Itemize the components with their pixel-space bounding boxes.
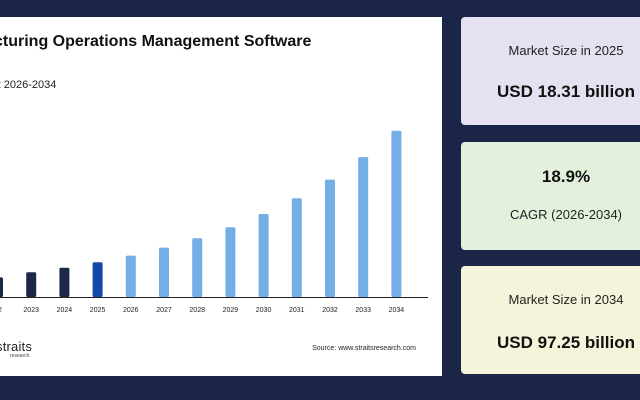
bar-2024 <box>59 267 70 297</box>
bar-2034 <box>391 130 402 297</box>
x-tick-label: 2030 <box>256 307 272 314</box>
stat-value: 18.9% <box>541 167 591 186</box>
bar-2028 <box>192 238 203 297</box>
bar-2029 <box>225 227 236 297</box>
bar-2033 <box>358 157 369 297</box>
bar-2025 <box>92 262 103 297</box>
bar-2030 <box>258 213 269 297</box>
stat-label: CAGR (2026-2034) <box>510 207 622 222</box>
x-tick-label: 2025 <box>90 307 106 314</box>
x-tick-label: 2023 <box>23 307 39 314</box>
x-tick-label: 2028 <box>189 307 205 314</box>
x-tick-label: 2024 <box>57 307 73 314</box>
bar-22 <box>0 277 3 297</box>
x-tick-label: 2032 <box>322 307 338 314</box>
bar-2031 <box>291 198 302 297</box>
x-tick-label: 22 <box>0 307 2 314</box>
stat-value: USD 97.25 billion <box>497 333 635 352</box>
logo-subtext: research <box>10 353 30 359</box>
chart-title-line1: ufacturing Operations Management Softwar… <box>0 33 312 50</box>
x-tick-label: 2034 <box>389 307 405 314</box>
source-text: Source: www.straitsresearch.com <box>312 345 416 352</box>
x-tick-label: 2033 <box>355 307 371 314</box>
stat-label: Market Size in 2034 <box>508 292 624 307</box>
stat-label: Market Size in 2025 <box>508 43 624 58</box>
bar-2032 <box>325 179 335 297</box>
bar-2026 <box>125 255 136 297</box>
bar-2023 <box>26 272 37 297</box>
stat-card-market-size-2025: Market Size in 2025 USD 18.31 billion <box>461 17 640 125</box>
stat-card-cagr: 18.9% CAGR (2026-2034) <box>461 142 640 250</box>
bar-2027 <box>159 247 169 297</box>
chart-title: ufacturing Operations Management Softwar… <box>0 33 390 67</box>
chart-panel: ufacturing Operations Management Softwar… <box>0 17 442 376</box>
x-tick-label: 2027 <box>156 307 172 314</box>
x-tick-label: 2031 <box>289 307 305 314</box>
chart-subtitle: ast 2026-2034 <box>0 79 57 91</box>
x-tick-label: 2026 <box>123 307 139 314</box>
logo-text: straits <box>0 339 33 354</box>
x-tick-label: 2029 <box>223 307 239 314</box>
stat-value: USD 18.31 billion <box>497 82 635 101</box>
stat-card-market-size-2034: Market Size in 2034 USD 97.25 billion <box>461 266 640 374</box>
bar-chart: 22 2023 2024 2025 2026 2027 2028 2029 2030 2031 20… <box>0 130 428 314</box>
straits-logo: straits research <box>0 339 56 363</box>
